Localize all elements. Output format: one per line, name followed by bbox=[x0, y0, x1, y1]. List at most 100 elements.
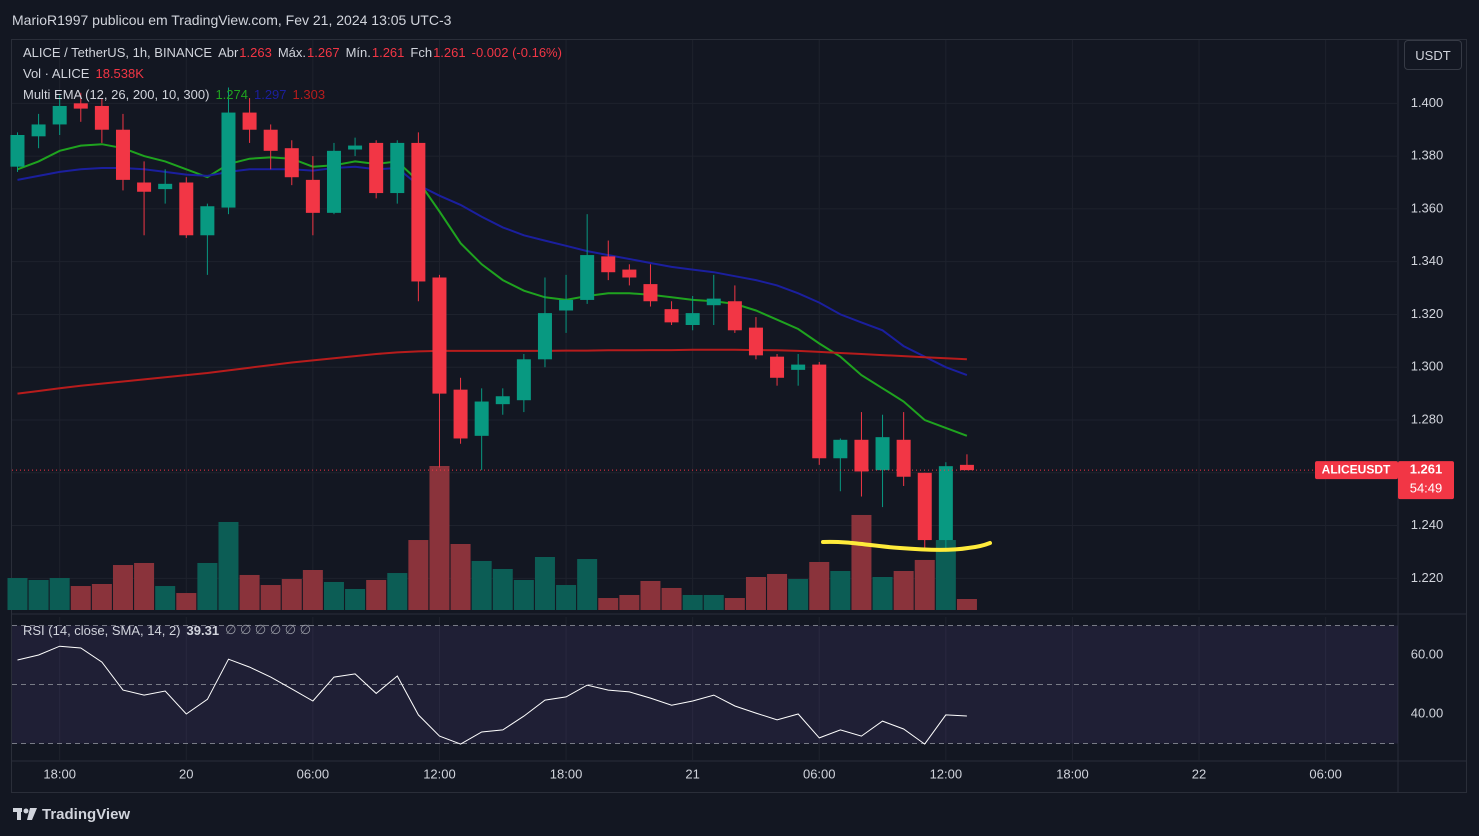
rsi-extra: ∅ ∅ ∅ ∅ ∅ ∅ bbox=[225, 622, 312, 637]
volume-bar bbox=[429, 466, 450, 610]
x-tick-label: 21 bbox=[685, 766, 699, 781]
candle-body bbox=[770, 356, 785, 378]
volume-bar bbox=[914, 559, 935, 610]
volume-title: Vol · ALICE bbox=[23, 66, 90, 81]
volume-bar bbox=[661, 587, 682, 610]
volume-bar bbox=[91, 584, 112, 610]
rsi-legend: RSI (14, close, SMA, 14, 2) 39.31 ∅ ∅ ∅ … bbox=[23, 622, 311, 638]
candle-body bbox=[348, 145, 363, 150]
y-tick-label: 1.320 bbox=[1411, 306, 1444, 321]
x-tick-label: 12:00 bbox=[423, 766, 456, 781]
volume-bar bbox=[577, 559, 598, 610]
rsi-tick-label: 60.00 bbox=[1411, 646, 1444, 661]
volume-bar bbox=[176, 593, 197, 610]
ohlc-label: Abr bbox=[218, 45, 239, 60]
volume-bar bbox=[956, 598, 977, 610]
candle-body bbox=[833, 439, 848, 459]
x-tick-label: 18:00 bbox=[550, 766, 583, 781]
x-tick-label: 20 bbox=[179, 766, 193, 781]
candle-body bbox=[73, 103, 88, 109]
candle-body bbox=[137, 182, 152, 192]
candle-body bbox=[221, 112, 236, 208]
candle-body bbox=[495, 396, 510, 405]
candle-body bbox=[727, 301, 742, 331]
ohlc-label: Máx. bbox=[277, 45, 307, 60]
candle-body bbox=[200, 206, 215, 236]
volume-bar bbox=[492, 568, 513, 610]
candle-body bbox=[580, 255, 595, 300]
volume-bar bbox=[7, 578, 28, 610]
rsi-title: RSI (14, close, SMA, 14, 2) bbox=[23, 622, 181, 638]
x-tick-label: 22 bbox=[1192, 766, 1206, 781]
volume-bar bbox=[70, 586, 91, 610]
currency-button[interactable]: USDT bbox=[1404, 40, 1462, 70]
ema-title: Multi EMA (12, 26, 200, 10, 300) bbox=[23, 87, 210, 102]
price-legend: ALICE / TetherUS, 1h, BINANCE Abr 1.263 Má… bbox=[23, 45, 562, 60]
candle-body bbox=[158, 183, 173, 190]
candle-body bbox=[263, 129, 278, 151]
volume-bar bbox=[323, 581, 344, 610]
candle-body bbox=[938, 466, 953, 541]
ema-line bbox=[17, 348, 967, 395]
candle-body bbox=[917, 472, 932, 541]
ema-line bbox=[17, 165, 968, 377]
symbol-title: ALICE / TetherUS, 1h, BINANCE bbox=[23, 45, 213, 60]
candle-body bbox=[411, 142, 426, 282]
candle-body bbox=[959, 464, 974, 471]
candle-body bbox=[474, 401, 489, 436]
change-readout: -0.002 (-0.16%) bbox=[471, 45, 562, 60]
candle-body bbox=[10, 135, 25, 167]
ohlc-value: 1.261 bbox=[433, 45, 466, 60]
ohlc-item: Mín. 1.261 bbox=[346, 45, 405, 60]
candle-body bbox=[537, 313, 552, 360]
volume-bar bbox=[366, 579, 387, 610]
ema-readout: 1.297 bbox=[253, 87, 287, 102]
ohlc-item: Fch 1.261 bbox=[410, 45, 465, 60]
volume-bar bbox=[345, 588, 366, 610]
candle-body bbox=[94, 105, 109, 130]
x-tick-label: 06:00 bbox=[803, 766, 836, 781]
volume-legend: Vol · ALICE 18.538K bbox=[23, 66, 144, 81]
volume-bar bbox=[809, 561, 830, 610]
volume-bar bbox=[302, 569, 323, 610]
candle-body bbox=[812, 364, 827, 459]
candle-body bbox=[601, 256, 616, 273]
rsi-line bbox=[17, 645, 967, 745]
ohlc-item: Abr 1.263 bbox=[218, 45, 272, 60]
candle-body bbox=[559, 299, 574, 311]
x-tick-label: 18:00 bbox=[43, 766, 76, 781]
candle-body bbox=[305, 179, 320, 213]
volume-readout: 18.538K bbox=[95, 66, 144, 81]
candle-body bbox=[31, 124, 46, 137]
volume-bar bbox=[28, 579, 49, 610]
ema-readout: 1.274 bbox=[215, 87, 248, 102]
candle-body bbox=[706, 298, 721, 306]
price-tag-value: 1.261 bbox=[1410, 462, 1443, 477]
volume-bar bbox=[260, 585, 281, 610]
volume-bar bbox=[387, 573, 408, 610]
x-tick-label: 12:00 bbox=[930, 766, 963, 781]
candle-body bbox=[284, 148, 299, 178]
rsi-tick-label: 40.00 bbox=[1411, 705, 1444, 720]
volume-bar bbox=[197, 562, 218, 610]
volume-bar bbox=[830, 571, 851, 610]
candle-body bbox=[854, 439, 869, 472]
chart-frame bbox=[11, 39, 1467, 793]
ohlc-label: Fch bbox=[410, 45, 433, 60]
volume-bar bbox=[134, 562, 155, 610]
ohlc-label: Mín. bbox=[345, 45, 371, 60]
candle-body bbox=[685, 313, 700, 325]
candle-body bbox=[622, 269, 637, 278]
volume-bar bbox=[598, 598, 619, 610]
symbol-tag bbox=[1315, 461, 1398, 480]
volume-bar bbox=[534, 556, 555, 610]
volume-bar bbox=[281, 579, 302, 610]
volume-bar bbox=[556, 585, 577, 610]
volume-bar bbox=[239, 574, 260, 610]
candle-body bbox=[875, 437, 890, 471]
volume-bar bbox=[724, 598, 745, 610]
brand-logo bbox=[13, 808, 37, 820]
y-tick-label: 1.280 bbox=[1411, 411, 1444, 426]
x-tick-label: 18:00 bbox=[1056, 766, 1089, 781]
